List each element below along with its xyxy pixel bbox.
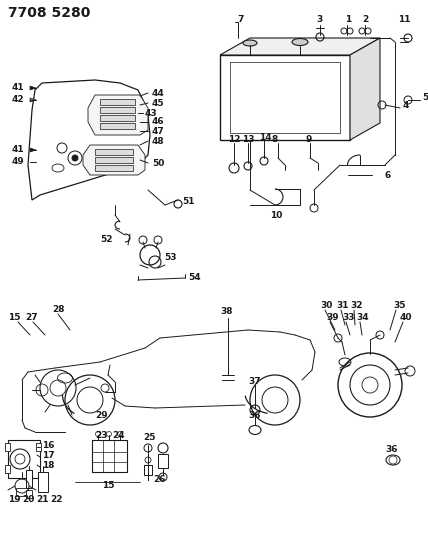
Polygon shape [30, 98, 36, 102]
Bar [100, 123, 135, 129]
Text: 4: 4 [403, 101, 409, 109]
Text: 30: 30 [320, 302, 333, 311]
Text: 2: 2 [362, 15, 368, 25]
Text: 5: 5 [422, 93, 428, 102]
Ellipse shape [243, 40, 257, 46]
Text: 16: 16 [42, 440, 54, 449]
Text: 52: 52 [100, 236, 113, 245]
Text: 17: 17 [42, 450, 55, 459]
Text: 20: 20 [22, 496, 34, 505]
Text: 51: 51 [182, 198, 194, 206]
Text: 21: 21 [36, 496, 48, 505]
Text: 49: 49 [12, 157, 25, 166]
Text: 26: 26 [153, 475, 166, 484]
Text: 31: 31 [336, 302, 348, 311]
Text: 48: 48 [152, 136, 165, 146]
Polygon shape [350, 38, 380, 140]
Text: 45: 45 [152, 99, 165, 108]
Text: 7708 5280: 7708 5280 [8, 6, 90, 20]
Bar [5, 465, 10, 473]
Text: 33: 33 [342, 313, 354, 322]
Text: 43: 43 [145, 109, 158, 117]
Bar [26, 490, 32, 498]
Text: 41: 41 [12, 84, 25, 93]
Bar [158, 454, 168, 468]
Text: 10: 10 [270, 211, 282, 220]
Text: 29: 29 [95, 410, 107, 419]
Text: 24: 24 [112, 432, 125, 440]
Text: 44: 44 [152, 88, 165, 98]
Text: 22: 22 [50, 496, 62, 505]
Bar [100, 107, 135, 113]
Text: 15: 15 [102, 481, 114, 489]
Bar [220, 55, 350, 140]
Polygon shape [88, 95, 148, 135]
Polygon shape [30, 86, 36, 90]
Bar [26, 470, 32, 488]
Text: 6: 6 [385, 171, 391, 180]
Text: 53: 53 [164, 254, 176, 262]
Bar [95, 165, 133, 171]
Text: 50: 50 [152, 158, 164, 167]
Text: 8: 8 [272, 135, 278, 144]
Text: 39: 39 [326, 313, 339, 322]
Text: 9: 9 [306, 135, 312, 144]
Text: 3: 3 [316, 15, 322, 25]
Polygon shape [83, 145, 145, 175]
Text: 1: 1 [345, 15, 351, 25]
Bar [100, 115, 135, 121]
Text: 13: 13 [242, 135, 255, 144]
Text: 38: 38 [220, 308, 232, 317]
Circle shape [72, 155, 78, 161]
Bar [38, 472, 48, 492]
Polygon shape [30, 148, 36, 152]
Text: 12: 12 [228, 135, 241, 144]
Bar [16, 488, 28, 496]
Polygon shape [28, 80, 150, 200]
Text: 41: 41 [12, 146, 25, 155]
Text: 27: 27 [25, 313, 38, 322]
Bar [92, 440, 127, 472]
Text: 35: 35 [393, 302, 405, 311]
Text: 11: 11 [398, 15, 410, 25]
Text: 15: 15 [8, 313, 21, 322]
Text: 19: 19 [8, 496, 21, 505]
Bar [100, 99, 135, 105]
Text: 42: 42 [12, 95, 25, 104]
Text: 46: 46 [152, 117, 165, 126]
Text: 34: 34 [356, 313, 369, 322]
Text: 54: 54 [188, 273, 201, 282]
Text: 7: 7 [237, 14, 244, 23]
Text: 37: 37 [248, 377, 261, 386]
Bar [95, 149, 133, 155]
Text: 18: 18 [42, 461, 54, 470]
Text: 36: 36 [385, 446, 398, 455]
Text: 47: 47 [152, 126, 165, 135]
Bar [144, 465, 152, 475]
Text: 36: 36 [248, 410, 261, 419]
Text: 32: 32 [350, 302, 363, 311]
Text: 23: 23 [95, 432, 107, 440]
Bar [95, 157, 133, 163]
Ellipse shape [292, 38, 308, 45]
Text: 40: 40 [400, 313, 413, 322]
Bar [5, 443, 10, 451]
Text: 28: 28 [52, 305, 65, 314]
Bar [36, 443, 41, 451]
Polygon shape [220, 38, 380, 55]
Bar [8, 440, 40, 478]
Text: 14: 14 [259, 133, 272, 141]
Text: 25: 25 [143, 433, 155, 442]
